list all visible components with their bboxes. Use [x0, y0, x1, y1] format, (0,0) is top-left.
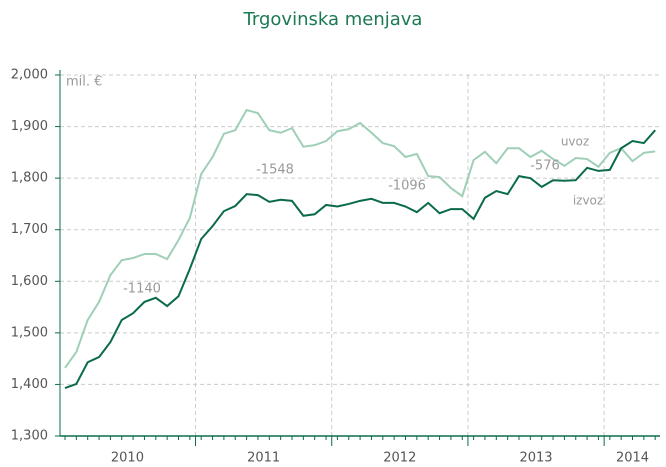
- y-tick-label: 2,000: [11, 68, 48, 83]
- series-line: [64, 108, 656, 369]
- y-tick-label: 1,900: [11, 119, 48, 134]
- y-tick-label: 1,800: [11, 171, 48, 186]
- series-label: izvoz: [573, 194, 603, 208]
- annotation: -1548: [256, 163, 294, 178]
- x-tick-label: 2013: [519, 451, 552, 466]
- y-unit: mil. €: [66, 75, 102, 90]
- series-line: [64, 129, 656, 389]
- y-tick-label: 1,300: [11, 429, 48, 444]
- chart-title: Trgovinska menjava: [243, 9, 423, 30]
- x-tick-label: 2010: [111, 451, 144, 466]
- y-tick-label: 1,500: [11, 325, 48, 340]
- series-label: uvoz: [561, 135, 589, 149]
- y-tick-label: 1,700: [11, 222, 48, 237]
- x-tick-label: 2014: [616, 451, 649, 466]
- x-tick-label: 2011: [247, 451, 280, 466]
- x-tick-label: 2012: [383, 451, 416, 466]
- annotation: -1140: [123, 282, 161, 297]
- y-tick-label: 1,600: [11, 274, 48, 289]
- annotation: -576: [530, 159, 560, 174]
- y-tick-label: 1,400: [11, 377, 48, 392]
- annotation: -1096: [388, 179, 426, 194]
